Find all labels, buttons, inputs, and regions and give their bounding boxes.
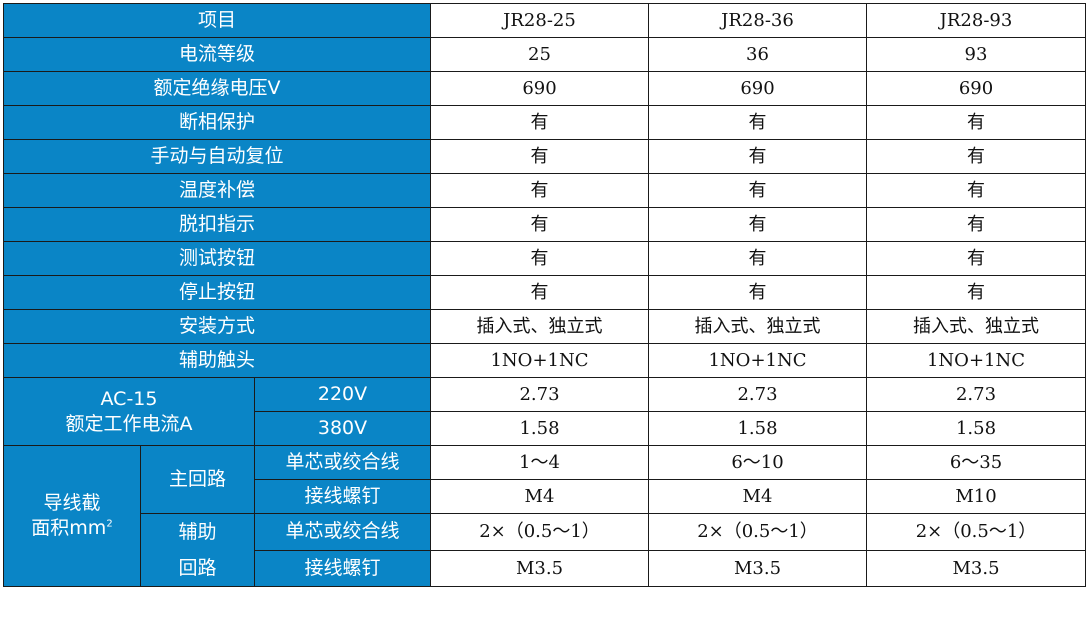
table-row: 停止按钮有有有 [3, 275, 1086, 310]
value-cell: 有 [648, 275, 867, 310]
wire-label-sup: 2 [106, 518, 113, 530]
value-cell: 有 [648, 241, 867, 276]
model-header-cell: JR28-36 [648, 3, 867, 38]
value-cell: 1～4 [430, 445, 649, 480]
value-cell: 有 [866, 241, 1086, 276]
aux-circuit-label-cell: 辅助 回路 [140, 513, 255, 587]
ac15-label-line1: AC-15 [100, 387, 158, 410]
value-cell: 25 [430, 37, 649, 72]
row-label-cell: 电流等级 [3, 37, 431, 72]
table-row: 接线螺钉 M4 M4 M10 [4, 479, 1086, 514]
value-cell: 有 [430, 139, 649, 174]
row-label-cell: 测试按钮 [3, 241, 431, 276]
header-label-cell: 项目 [3, 3, 431, 38]
row-label-cell: 断相保护 [3, 105, 431, 140]
value-cell: 有 [866, 207, 1086, 242]
spec-table: 项目 JR28-25 JR28-36 JR28-93 电流等级 25 36 93 额定绝缘电压V… [3, 3, 1086, 587]
sub-label-cell: 接线螺钉 [254, 479, 431, 514]
table-row: 辅助触头 1NO+1NC 1NO+1NC 1NO+1NC [3, 343, 1086, 378]
row-label-cell: 安装方式 [3, 309, 431, 344]
value-cell: 2.73 [866, 377, 1086, 412]
value-cell: 1NO+1NC [866, 343, 1086, 378]
value-cell: 插入式、独立式 [648, 309, 867, 344]
table-row: 电流等级 25 36 93 [3, 37, 1086, 72]
row-label-cell: 脱扣指示 [3, 207, 431, 242]
value-cell: M4 [648, 479, 867, 514]
value-cell: 36 [648, 37, 867, 72]
sub-label-cell: 接线螺钉 [254, 549, 431, 587]
aux-label-line2: 回路 [178, 557, 217, 579]
sub-label-cell: 单芯或绞合线 [254, 445, 431, 480]
table-row: 脱扣指示有有有 [3, 207, 1086, 242]
table-row: 手动与自动复位有有有 [3, 139, 1086, 174]
row-label-cell: 额定绝缘电压V [3, 71, 431, 106]
value-cell: 2×（0.5～1） [648, 513, 867, 551]
value-cell: 有 [648, 139, 867, 174]
value-cell: 有 [648, 207, 867, 242]
value-cell: 1.58 [648, 411, 867, 446]
value-cell: 有 [866, 275, 1086, 310]
model-header-cell: JR28-25 [430, 3, 649, 38]
table-row: 测试按钮有有有 [3, 241, 1086, 276]
wire-label-line2: 面积mm [31, 517, 107, 539]
value-cell: 有 [430, 241, 649, 276]
value-cell: 有 [430, 207, 649, 242]
ac15-label-cell: AC-15 额定工作电流A [3, 377, 255, 446]
header-row: 项目 JR28-25 JR28-36 JR28-93 [3, 3, 1086, 38]
table-row: 接线螺钉 M3.5 M3.5 M3.5 [4, 549, 1086, 587]
sub-label-cell: 220V [254, 377, 431, 412]
aux-label-line1: 辅助 [178, 521, 217, 543]
sub-label-cell: 单芯或绞合线 [254, 513, 431, 551]
table-row: 导线截 面积mm2 主回路 单芯或绞合线 1～4 6～10 6～35 [3, 445, 1086, 587]
table-row: 安装方式 插入式、独立式 插入式、独立式 插入式、独立式 [3, 309, 1086, 344]
wire-label-line1: 导线截 [43, 492, 101, 515]
value-cell: 6～35 [866, 445, 1086, 480]
value-cell: 有 [430, 275, 649, 310]
value-cell: 690 [866, 71, 1086, 106]
table-row: 380V 1.58 1.58 1.58 [4, 411, 1086, 446]
table-row: AC-15 额定工作电流A 220V 2.73 2.73 2.73 [3, 377, 1086, 446]
value-cell: 插入式、独立式 [430, 309, 649, 344]
row-label-cell: 温度补偿 [3, 173, 431, 208]
value-cell: 6～10 [648, 445, 867, 480]
value-cell: 插入式、独立式 [866, 309, 1086, 344]
main-circuit-label-cell: 主回路 [140, 445, 255, 514]
value-cell: 有 [430, 173, 649, 208]
table-row: 辅助 回路 单芯或绞合线 2×（0.5～1） 2×（0.5～1） 2×（0.5～1） [4, 513, 1086, 587]
value-cell: 1NO+1NC [430, 343, 649, 378]
value-cell: 有 [648, 105, 867, 140]
value-cell: 690 [430, 71, 649, 106]
value-cell: 有 [866, 173, 1086, 208]
value-cell: M3.5 [430, 549, 649, 587]
sub-label-cell: 380V [254, 411, 431, 446]
table-row: 温度补偿有有有 [3, 173, 1086, 208]
row-label-cell: 手动与自动复位 [3, 139, 431, 174]
row-label-cell: 辅助触头 [3, 343, 431, 378]
value-cell: 有 [866, 139, 1086, 174]
value-cell: M10 [866, 479, 1086, 514]
value-cell: 有 [866, 105, 1086, 140]
ac15-label-line2: 额定工作电流A [65, 412, 193, 435]
value-cell: 2×（0.5～1） [430, 513, 649, 551]
table-row: 额定绝缘电压V 690 690 690 [3, 71, 1086, 106]
model-header-cell: JR28-93 [866, 3, 1086, 38]
value-cell: M4 [430, 479, 649, 514]
value-cell: 2.73 [430, 377, 649, 412]
value-cell: 1.58 [866, 411, 1086, 446]
value-cell: 1NO+1NC [648, 343, 867, 378]
wire-section-label-cell: 导线截 面积mm2 [3, 445, 141, 587]
table-row: 断相保护有有有 [3, 105, 1086, 140]
value-cell: 93 [866, 37, 1086, 72]
value-cell: 有 [648, 173, 867, 208]
value-cell: 有 [430, 105, 649, 140]
value-cell: 2×（0.5～1） [866, 513, 1086, 551]
value-cell: 2.73 [648, 377, 867, 412]
value-cell: 1.58 [430, 411, 649, 446]
value-cell: M3.5 [866, 549, 1086, 587]
value-cell: M3.5 [648, 549, 867, 587]
value-cell: 690 [648, 71, 867, 106]
row-label-cell: 停止按钮 [3, 275, 431, 310]
